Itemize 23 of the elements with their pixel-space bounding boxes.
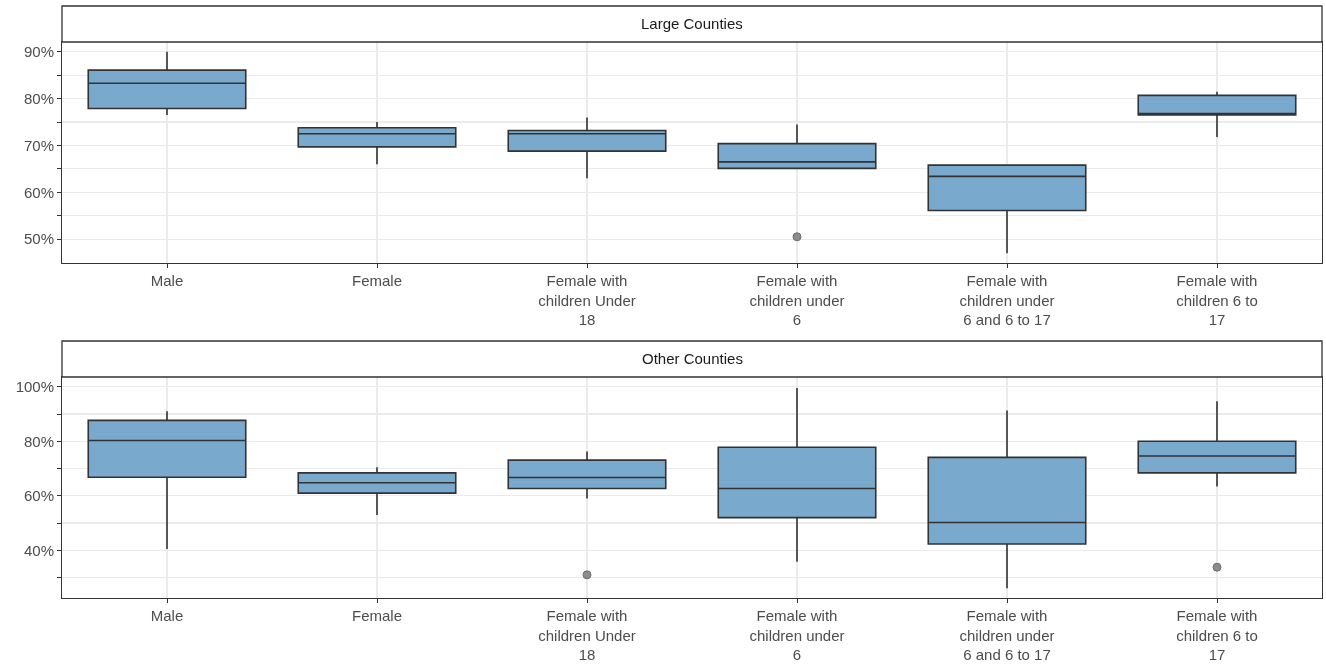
x-tick-label: Female with children under 6 <box>749 607 845 663</box>
x-tick-label: Female with children 6 to 17 <box>1176 607 1258 663</box>
x-tick-label: Female with children under 6 and 6 to 17 <box>959 607 1055 663</box>
y-tick-label: 90% <box>23 43 54 61</box>
y-tick-label: 80% <box>23 89 54 107</box>
x-tick-label: Male <box>150 607 184 624</box>
x-tick-label: Female <box>351 272 403 289</box>
x-tick-label: Female <box>351 607 403 624</box>
x-tick-label: Female with children under 6 <box>749 272 845 328</box>
y-tick-label: 60% <box>23 487 54 505</box>
y-tick-label: 80% <box>23 432 54 450</box>
y-tick-label: 40% <box>23 541 54 559</box>
y-tick-label: 50% <box>23 230 54 248</box>
chart-title: Large Counties <box>641 15 743 32</box>
chart-title: Other Counties <box>642 350 743 367</box>
x-tick-label: Male <box>150 272 184 289</box>
y-tick-label: 70% <box>23 136 54 154</box>
y-tick-label: 60% <box>23 183 54 201</box>
x-tick-label: Female with children Under 18 <box>538 607 636 663</box>
x-tick-label: Female with children 6 to 17 <box>1176 272 1258 328</box>
y-tick-label: 100% <box>15 378 54 396</box>
x-tick-label: Female with children Under 18 <box>538 272 636 328</box>
x-tick-label: Female with children under 6 and 6 to 17 <box>959 272 1055 328</box>
